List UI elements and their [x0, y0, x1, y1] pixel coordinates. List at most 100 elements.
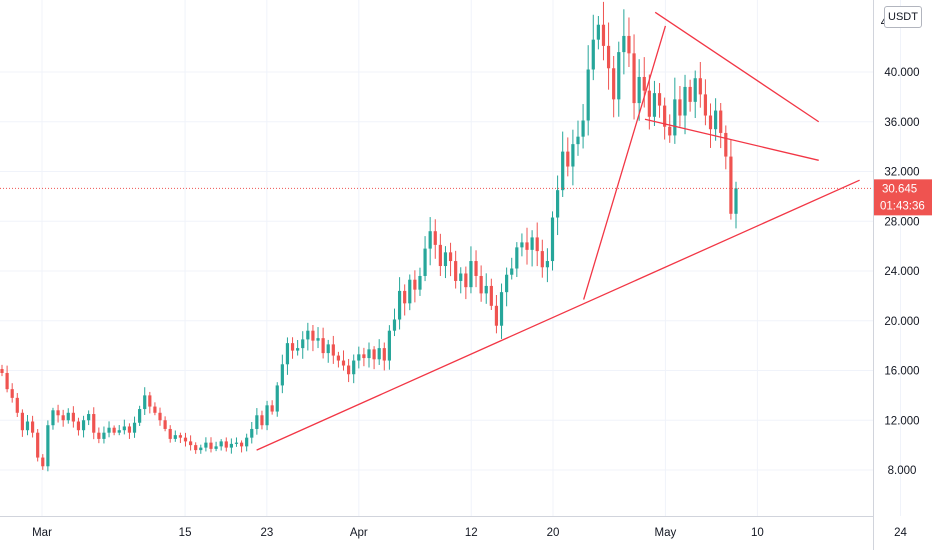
candle-body [30, 421, 35, 433]
trendline-group [256, 11, 860, 451]
candle-body [724, 132, 728, 157]
candle-body [92, 414, 96, 433]
candle-body [102, 432, 106, 439]
candle-body [178, 435, 183, 438]
candle-body [265, 405, 269, 426]
candle-body [107, 427, 111, 433]
candle-body [469, 261, 473, 288]
candle-body [234, 442, 239, 444]
currency-unit-button[interactable]: USDT [884, 6, 922, 28]
price-tick-label: 24.000 [884, 266, 919, 278]
candle-body [66, 412, 70, 421]
price-tick-label: 36.000 [884, 117, 919, 129]
price-tick-label: 20.000 [884, 316, 919, 328]
candle-body [622, 35, 626, 53]
candle-body [652, 93, 657, 117]
trendline-wedge-lower[interactable] [644, 118, 819, 161]
candle-body [520, 242, 524, 248]
last-price-countdown: 01:43:36 [880, 200, 925, 212]
candle-body [601, 24, 606, 46]
candle-body [347, 365, 351, 375]
candle-body [576, 136, 580, 145]
candle-body [403, 290, 407, 304]
candle-body [464, 273, 468, 288]
trendline-rally[interactable] [583, 25, 667, 300]
candle-body [566, 151, 570, 167]
candle-body [596, 24, 600, 40]
candle-body [443, 252, 448, 267]
candle-body [397, 290, 402, 320]
candle-body [316, 338, 320, 341]
candle-body [209, 442, 213, 449]
candle-body [76, 421, 81, 431]
candle-body [612, 68, 616, 100]
candle-body [550, 217, 555, 262]
candle-body [239, 442, 244, 447]
candle-body [387, 330, 391, 361]
candle-body [15, 397, 19, 413]
candle-body [321, 338, 325, 354]
candle-body [530, 237, 534, 250]
time-tick-label: 23 [260, 527, 273, 539]
candle-body [173, 435, 177, 439]
candle-body [367, 349, 371, 359]
candle-body [525, 242, 529, 250]
price-axis[interactable]: 8.000 12.000 16.000 20.000 24.000 28.000 32.00… [873, 0, 920, 550]
candle-body [61, 415, 65, 421]
candle-body [341, 360, 346, 366]
candle-body [474, 261, 478, 276]
candle-body [0, 369, 4, 373]
candle-body [214, 446, 218, 449]
time-tick-label: 12 [465, 527, 478, 539]
candle-body [392, 319, 397, 331]
candle-body [148, 395, 152, 407]
last-price-tag: 30.645 01:43:36 [874, 179, 932, 216]
candle-body [678, 99, 682, 116]
candle-body [188, 441, 193, 446]
last-price-box [874, 179, 932, 216]
time-tick-label: 10 [751, 527, 764, 539]
candle-body [663, 105, 667, 127]
candle-body [479, 275, 483, 294]
candle-body [428, 231, 432, 249]
candle-body [122, 426, 126, 431]
time-tick-label: Apr [350, 527, 368, 539]
candle-body [581, 120, 585, 137]
time-axis[interactable]: Mar 15 23 Apr 12 20 May 10 24 [0, 516, 907, 540]
candle-body [408, 279, 412, 304]
candle-body [163, 420, 167, 429]
candle-body [372, 349, 376, 360]
candle-body [127, 426, 132, 433]
candle-body [438, 244, 442, 267]
candle-body [117, 430, 121, 433]
candle-body [143, 395, 147, 410]
candle-body [229, 443, 233, 448]
candle-body [296, 348, 300, 351]
candle-body [290, 343, 295, 351]
candle-body [194, 445, 198, 451]
price-tick-label: 40.000 [884, 67, 919, 79]
candle-body [617, 52, 621, 100]
candle-body [510, 268, 514, 275]
trendline-wedge-upper[interactable] [654, 11, 820, 123]
candle-body [168, 428, 172, 439]
candle-body [454, 261, 458, 281]
candle-body [56, 410, 60, 416]
candle-body [357, 354, 361, 361]
time-tick-label: 24 [894, 527, 907, 539]
candle-body [255, 415, 259, 429]
candle-body [673, 99, 677, 136]
candle-body [540, 251, 544, 268]
candle-body [280, 364, 284, 386]
candle-body [112, 427, 116, 433]
candle-body [693, 78, 697, 102]
candle-body [10, 389, 14, 398]
trendline-support[interactable] [256, 179, 860, 451]
candlestick-series [0, 1, 738, 472]
candle-body [591, 39, 595, 70]
candle-body [535, 237, 539, 252]
candle-body [132, 422, 137, 433]
price-tick-label: 28.000 [884, 216, 919, 228]
candle-body [714, 110, 718, 130]
